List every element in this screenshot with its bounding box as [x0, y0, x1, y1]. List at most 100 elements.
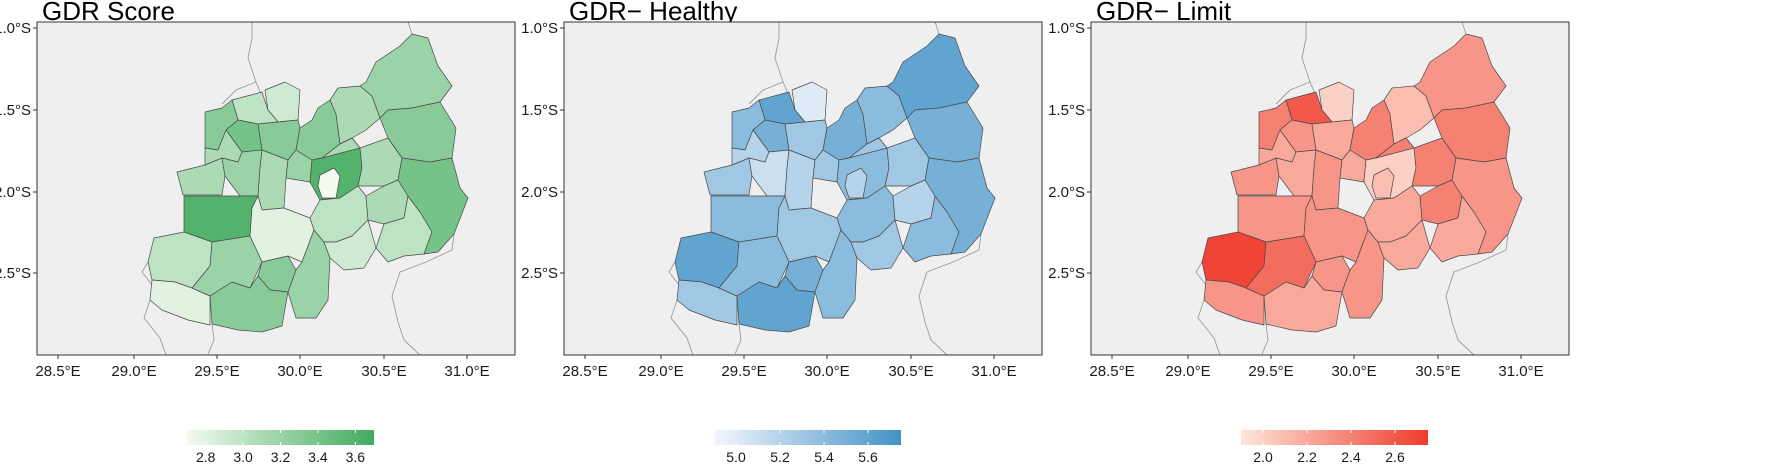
neighbor-boundary	[407, 21, 413, 35]
map-panel-gdr-score: GDR Score 28.5°E 29.0°E 29.5°E 30.0°E 30.5°E…	[0, 0, 590, 471]
y-tick-label: 1.5°S	[521, 102, 558, 119]
neighbor-boundary	[918, 233, 982, 356]
legend-tick-label: 3.4	[308, 449, 328, 465]
x-tick-label: 30.0°E	[1331, 363, 1376, 380]
legend-tick-label: 5.0	[726, 449, 746, 465]
legend-tick-label: 2.6	[1385, 449, 1405, 465]
y-tick-label: 2.5°S	[0, 265, 31, 282]
district-region	[710, 195, 786, 243]
map-panel-gdr-limit: GDR− Limit 28.5°E 29.0°E 29.5°E 30.0°E 30.5°…	[1048, 0, 1644, 471]
y-tick-label: 2.0°S	[0, 184, 31, 201]
x-tick-label: 30.5°E	[361, 363, 406, 380]
district-region	[379, 101, 457, 163]
legend-tick-label: 3.0	[233, 449, 253, 465]
district-region	[317, 167, 341, 199]
legend-tick-label: 2.0	[1253, 449, 1273, 465]
x-tick-label: 30.5°E	[1415, 363, 1460, 380]
legend-color-bar	[714, 430, 901, 445]
district-region	[329, 85, 381, 145]
legend-tick-label: 2.8	[196, 449, 216, 465]
neighbor-boundary	[221, 81, 257, 105]
x-tick-label: 29.5°E	[721, 363, 766, 380]
neighbor-boundary	[934, 21, 940, 35]
district-region	[183, 195, 259, 243]
district-region	[1383, 85, 1435, 145]
choropleth-map: 28.5°E 29.0°E 29.5°E 30.0°E 30.5°E 31.0°E 1.0°…	[0, 20, 516, 380]
plot-frame	[563, 21, 1043, 356]
legend-color-bar	[187, 430, 374, 445]
district-region	[736, 275, 816, 333]
district-region	[1263, 275, 1343, 333]
neighbor-boundary	[1301, 22, 1317, 97]
district-region	[924, 157, 996, 255]
legend-tick-label: 3.6	[346, 449, 366, 465]
choropleth-map: 28.5°E 29.0°E 29.5°E 30.0°E 30.5°E 31.0°E 1.0°…	[521, 20, 1043, 380]
x-tick-label: 30.5°E	[888, 363, 933, 380]
x-tick-label: 30.0°E	[804, 363, 849, 380]
district-region	[1413, 33, 1507, 119]
x-tick-label: 31.0°E	[444, 363, 489, 380]
neighbor-boundary	[748, 81, 784, 105]
district-region	[1237, 195, 1313, 243]
y-tick-label: 2.5°S	[521, 265, 558, 282]
neighbor-boundary	[391, 233, 455, 356]
legend-tick-label: 2.4	[1341, 449, 1361, 465]
x-tick-label: 31.0°E	[1498, 363, 1543, 380]
x-tick-label: 29.0°E	[1165, 363, 1210, 380]
legend-tick-label: 5.2	[770, 449, 790, 465]
district-region	[886, 33, 980, 119]
district-region	[784, 149, 816, 211]
plot-frame	[1090, 21, 1570, 356]
neighbor-boundary	[1261, 323, 1269, 355]
y-tick-label: 1.5°S	[1048, 102, 1085, 119]
map-panel-gdr-healthy: GDR− Healthy 28.5°E 29.0°E 29.5°E 30.0°E 30.…	[521, 0, 1117, 471]
neighbor-boundary	[1445, 233, 1509, 356]
x-tick-label: 30.0°E	[277, 363, 322, 380]
color-legend: 5.0 5.2 5.4 5.6	[714, 430, 901, 465]
district-region	[906, 101, 984, 163]
y-tick-label: 2.5°S	[1048, 265, 1085, 282]
legend-tick-label: 3.2	[271, 449, 291, 465]
x-tick-label: 29.5°E	[1248, 363, 1293, 380]
x-tick-label: 29.5°E	[194, 363, 239, 380]
neighbor-boundary	[207, 323, 215, 355]
neighbor-boundary	[1275, 81, 1311, 105]
neighbor-boundary	[734, 323, 742, 355]
y-tick-label: 1.0°S	[0, 20, 31, 37]
color-legend: 2.0 2.2 2.4 2.6	[1241, 430, 1428, 465]
x-tick-label: 28.5°E	[35, 363, 80, 380]
district-region	[209, 275, 289, 333]
neighbor-boundary	[670, 299, 694, 356]
neighbor-boundary	[143, 299, 167, 356]
choropleth-map: 28.5°E 29.0°E 29.5°E 30.0°E 30.5°E 31.0°E 1.0°…	[1048, 20, 1570, 380]
x-tick-label: 29.0°E	[638, 363, 683, 380]
x-tick-label: 28.5°E	[562, 363, 607, 380]
y-tick-label: 2.0°S	[521, 184, 558, 201]
district-region	[844, 167, 868, 199]
y-tick-label: 1.5°S	[0, 102, 31, 119]
x-tick-label: 31.0°E	[971, 363, 1016, 380]
plot-frame	[36, 21, 516, 356]
neighbor-boundary	[1461, 21, 1467, 35]
neighbor-boundary	[247, 22, 263, 97]
district-region	[397, 157, 469, 255]
district-region	[856, 85, 908, 145]
district-region	[1451, 157, 1523, 255]
district-region	[1371, 167, 1395, 199]
y-tick-label: 1.0°S	[1048, 20, 1085, 37]
legend-color-bar	[1241, 430, 1428, 445]
neighbor-boundary	[1197, 299, 1221, 356]
y-tick-label: 1.0°S	[521, 20, 558, 37]
color-legend: 2.8 3.0 3.2 3.4 3.6	[187, 430, 374, 465]
legend-tick-label: 5.6	[858, 449, 878, 465]
x-tick-label: 28.5°E	[1089, 363, 1134, 380]
legend-tick-label: 5.4	[814, 449, 834, 465]
x-tick-label: 29.0°E	[111, 363, 156, 380]
district-region	[1311, 149, 1343, 211]
district-region	[257, 149, 289, 211]
district-region	[359, 33, 453, 119]
y-tick-label: 2.0°S	[1048, 184, 1085, 201]
district-region	[1433, 101, 1511, 163]
legend-tick-label: 2.2	[1297, 449, 1317, 465]
neighbor-boundary	[774, 22, 790, 97]
